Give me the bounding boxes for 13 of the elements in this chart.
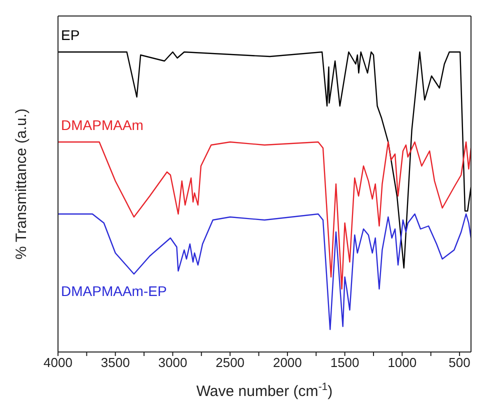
y-axis-title: % Transmittance (a.u.) [13, 108, 30, 260]
x-tick-label: 2000 [272, 355, 302, 370]
x-axis-title: Wave number (cm$^{-1}$) [196, 381, 333, 400]
x-tick-label: 500 [448, 355, 470, 370]
x-tick-label: 1500 [330, 355, 360, 370]
x-tick-label: 3000 [158, 355, 188, 370]
x-tick-label: 2500 [216, 355, 245, 370]
series-label: EP [61, 27, 80, 43]
series-label: DMAPMAAm-EP [61, 283, 167, 299]
series-label: DMAPMAAm [61, 117, 144, 133]
x-tick-label: 1000 [388, 355, 417, 370]
x-tick-label: 3500 [100, 355, 130, 370]
x-tick-label: 4000 [44, 355, 72, 370]
